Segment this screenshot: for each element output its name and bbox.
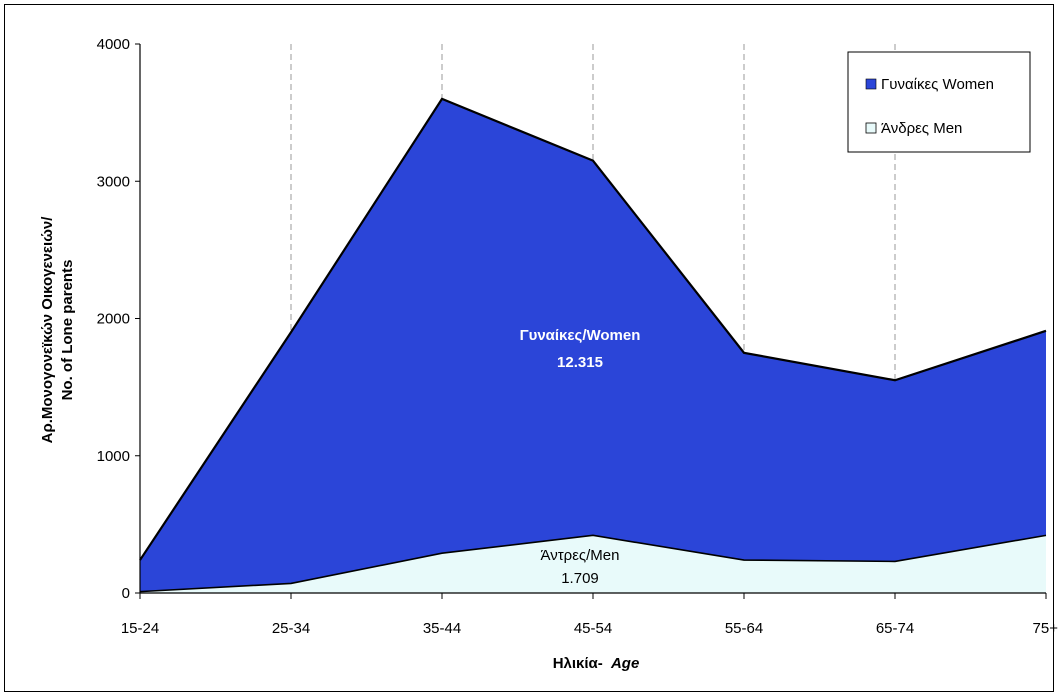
legend-men-label: Άνδρες Men [881,120,962,137]
men-annotation-label: Άντρες/Men [541,547,620,564]
legend-box [847,51,1031,153]
y-tick-2000: 2000 [97,311,130,328]
women-annotation-label: Γυναίκες/Women [520,327,641,344]
x-tick-15-24: 15-24 [121,620,159,637]
x-tick-45-54: 45-54 [574,620,612,637]
y-tick-1000: 1000 [97,448,130,465]
x-axis-title-greek: Ηλικία- [553,655,603,672]
x-tick-25-34: 25-34 [272,620,310,637]
y-tick-labels: 0 1000 2000 3000 4000 [97,36,140,602]
y-axis-title-line1: Αρ.Μονογονεϊκών Οικογενειών/ [39,216,56,444]
x-tick-35-44: 35-44 [423,620,461,637]
legend-women-label: Γυναίκες Women [881,76,994,93]
legend-women-swatch [865,78,877,90]
area-series [139,97,1047,593]
women-top-line [139,97,1047,561]
x-tick-65-74: 65-74 [876,620,914,637]
men-area [140,535,1046,593]
y-axis-title-line2: No. of Lone parents [59,260,76,401]
x-axis-title: Ηλικία- Age [553,655,640,672]
x-tick-55-64: 55-64 [725,620,763,637]
y-tick-4000: 4000 [97,36,130,53]
women-area [140,98,1046,592]
x-tick-labels: 15-24 25-34 35-44 45-54 55-64 65-74 75+ [121,593,1058,637]
x-axis-title-english: Age [610,655,639,672]
men-annotation-total: 1.709 [561,570,599,587]
men-top-line [139,534,1047,593]
y-tick-0: 0 [122,585,130,602]
x-tick-75+: 75+ [1033,620,1059,637]
women-annotation-total: 12.315 [557,354,603,371]
legend: Γυναίκες Women Άνδρες Men [847,51,1031,153]
legend-men-swatch [865,122,877,134]
y-tick-3000: 3000 [97,173,130,190]
